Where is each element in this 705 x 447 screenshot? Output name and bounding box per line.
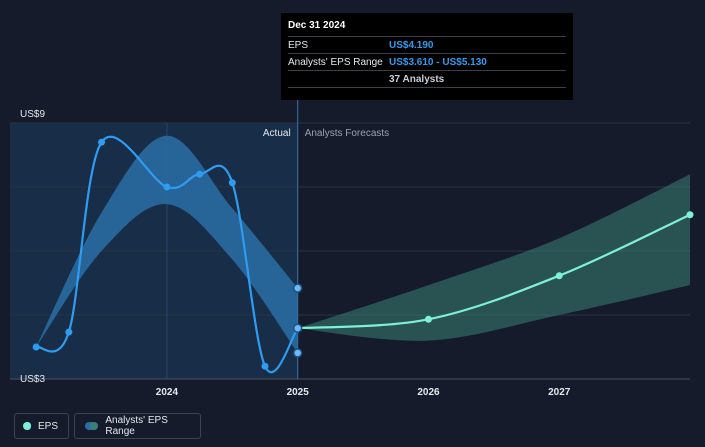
eps-line-actual [35,135,299,374]
tooltip-analysts-label [288,74,389,85]
actual-label: Actual [263,128,291,139]
eps-range-band-actual [36,135,298,353]
eps-point-actual-1 [65,328,73,336]
eps-line-forecast [297,213,691,330]
y-tick-label-0: US$9 [20,109,45,120]
y-tick-label-1: US$3 [20,374,45,385]
tooltip-row-analysts: 37 Analysts [288,70,566,88]
legend-range-button[interactable]: Analysts' EPS Range [74,413,201,439]
tooltip-date: Dec 31 2024 [288,20,346,31]
tooltip-eps-label: EPS [288,40,309,51]
eps-point-actual-5 [228,179,236,187]
legend-eps-button[interactable]: EPS [14,413,69,439]
x-tick-label-1: 2025 [287,387,310,398]
eps-point-actual-2 [98,138,106,146]
tooltip-row-range: Analysts' EPS Range US$3.610 - US$5.130 [288,53,566,70]
tooltip-row-eps: EPS US$4.190 [288,36,566,53]
eps-swatch-icon [22,422,31,430]
eps-point-actual-4 [196,170,204,178]
tooltip-analysts-value: 37 Analysts [389,74,445,85]
eps-point-forecast-2 [555,272,563,280]
x-tick-label-0: 2024 [156,387,179,398]
forecast-label: Analysts Forecasts [305,128,389,139]
eps-point-actual-6 [261,362,269,370]
tooltip-range-value: US$3.610 - US$5.130 [389,57,487,68]
tooltip-range-label: Analysts' EPS Range [288,57,383,68]
eps-point-actual-0 [32,343,40,351]
legend-eps-label: EPS [37,420,58,432]
legend-range-label: Analysts' EPS Range [105,415,168,437]
tooltip-marker-1 [292,323,303,333]
eps-point-actual-3 [163,183,171,191]
eps-point-forecast-1 [424,315,432,323]
eps-point-forecast-3 [686,211,694,219]
x-tick-label-2: 2026 [417,387,440,398]
range-swatch-icon [85,422,99,430]
tooltip: Dec 31 2024 EPS US$4.190 Analysts' EPS R… [281,13,573,100]
tooltip-marker-2 [292,348,303,358]
tooltip-eps-value: US$4.190 [389,40,434,51]
eps-range-band-forecast [297,174,690,341]
tooltip-marker-0 [292,283,303,293]
x-tick-label-3: 2027 [548,387,571,398]
